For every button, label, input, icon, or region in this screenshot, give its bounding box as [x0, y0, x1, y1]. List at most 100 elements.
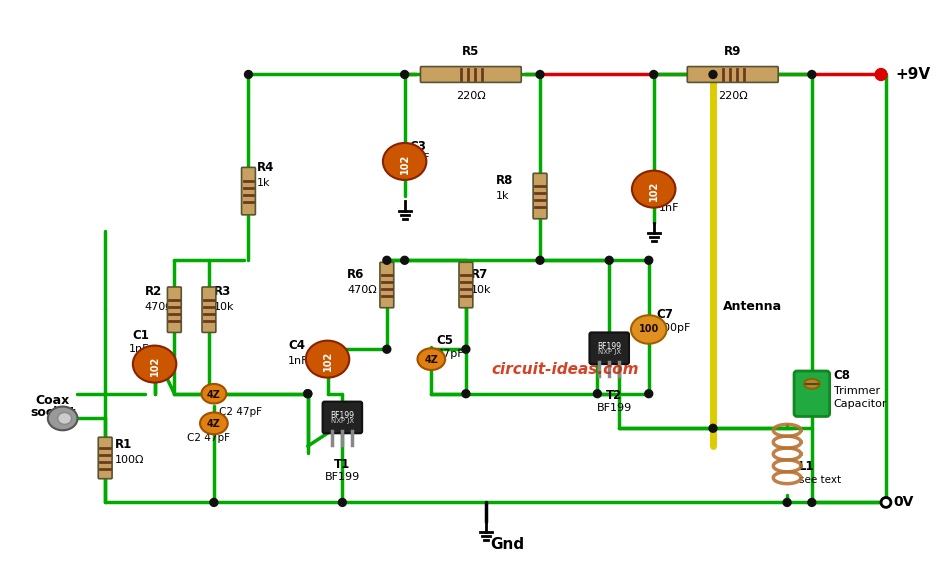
Text: R3: R3	[213, 285, 231, 298]
Circle shape	[210, 499, 217, 506]
Text: 470Ω: 470Ω	[347, 285, 376, 295]
FancyBboxPatch shape	[241, 168, 256, 215]
Text: Gnd: Gnd	[490, 537, 524, 552]
Circle shape	[338, 499, 346, 506]
Ellipse shape	[631, 170, 675, 207]
Ellipse shape	[58, 413, 71, 424]
Ellipse shape	[417, 348, 445, 370]
Text: 47pF: 47pF	[436, 349, 463, 359]
Text: BF199: BF199	[330, 411, 354, 420]
Text: BF199: BF199	[325, 472, 359, 482]
Ellipse shape	[630, 315, 665, 344]
Text: 470Ω: 470Ω	[144, 302, 174, 312]
Text: L1: L1	[798, 460, 813, 473]
Circle shape	[303, 390, 312, 398]
Text: 100Ω: 100Ω	[115, 455, 144, 465]
Text: NXP JX: NXP JX	[597, 349, 621, 355]
Text: C8: C8	[833, 369, 850, 382]
Circle shape	[383, 345, 390, 353]
Circle shape	[807, 71, 815, 79]
Text: C3: C3	[409, 140, 426, 153]
Text: Capacitor: Capacitor	[833, 398, 886, 409]
Text: C2 47pF: C2 47pF	[219, 408, 261, 417]
Text: R8: R8	[495, 174, 512, 187]
Circle shape	[782, 499, 790, 506]
Ellipse shape	[803, 379, 819, 389]
Ellipse shape	[201, 384, 227, 404]
Text: 1k: 1k	[495, 191, 508, 201]
Circle shape	[383, 256, 390, 264]
Circle shape	[244, 71, 252, 79]
Text: C4: C4	[287, 339, 305, 352]
FancyBboxPatch shape	[420, 67, 520, 83]
Text: BF199: BF199	[596, 342, 621, 351]
Text: see text: see text	[798, 475, 841, 484]
Text: Antenna: Antenna	[722, 300, 782, 313]
FancyBboxPatch shape	[459, 262, 473, 308]
Ellipse shape	[305, 341, 349, 377]
Text: BF199: BF199	[596, 402, 631, 413]
FancyBboxPatch shape	[589, 332, 628, 364]
Text: R1: R1	[115, 438, 132, 451]
Text: 4Z: 4Z	[207, 420, 221, 429]
Text: 1nF: 1nF	[287, 356, 308, 366]
Text: 10k: 10k	[471, 285, 490, 295]
Circle shape	[401, 256, 408, 264]
Circle shape	[644, 256, 652, 264]
Text: T2: T2	[606, 389, 622, 402]
Text: C7: C7	[656, 308, 673, 320]
Circle shape	[461, 390, 469, 398]
Text: 1nF: 1nF	[409, 153, 430, 164]
Circle shape	[535, 71, 544, 79]
Text: 4Z: 4Z	[424, 355, 438, 365]
Text: T1: T1	[334, 458, 350, 471]
FancyBboxPatch shape	[379, 262, 393, 308]
Text: 0V: 0V	[893, 495, 914, 510]
FancyBboxPatch shape	[687, 67, 778, 83]
Text: circuit-ideas.com: circuit-ideas.com	[490, 361, 637, 377]
Text: 100: 100	[638, 324, 658, 335]
Text: 102: 102	[648, 181, 658, 201]
Text: 100pF: 100pF	[656, 323, 690, 333]
Circle shape	[461, 345, 469, 353]
Circle shape	[709, 424, 716, 432]
Text: NXP JX: NXP JX	[330, 418, 354, 425]
Circle shape	[649, 71, 657, 79]
Text: 220Ω: 220Ω	[717, 91, 747, 101]
Circle shape	[880, 498, 890, 507]
FancyBboxPatch shape	[98, 437, 112, 479]
Circle shape	[303, 390, 312, 398]
Text: 4Z: 4Z	[207, 390, 221, 400]
Ellipse shape	[383, 143, 426, 180]
Ellipse shape	[199, 413, 227, 434]
FancyBboxPatch shape	[202, 287, 215, 332]
Circle shape	[605, 256, 612, 264]
Circle shape	[592, 390, 601, 398]
Circle shape	[535, 256, 544, 264]
Text: C5: C5	[436, 334, 453, 347]
Text: R6: R6	[347, 268, 364, 281]
Circle shape	[709, 71, 716, 79]
Text: socket: socket	[30, 406, 76, 420]
Text: 102: 102	[400, 153, 409, 173]
Text: R2: R2	[144, 285, 162, 298]
Circle shape	[644, 390, 652, 398]
Circle shape	[874, 68, 886, 80]
Text: R7: R7	[471, 268, 488, 281]
Text: 102: 102	[322, 351, 332, 371]
FancyBboxPatch shape	[322, 402, 361, 433]
Ellipse shape	[48, 406, 78, 430]
Text: +9V: +9V	[895, 67, 930, 82]
Text: C2 47pF: C2 47pF	[187, 433, 230, 443]
Text: C6: C6	[658, 187, 675, 200]
Text: R5: R5	[461, 44, 479, 58]
Text: C1: C1	[133, 329, 150, 343]
FancyBboxPatch shape	[168, 287, 181, 332]
Text: 10k: 10k	[213, 302, 234, 312]
Text: 102: 102	[150, 356, 159, 376]
Text: R4: R4	[256, 161, 273, 174]
Text: R9: R9	[724, 44, 740, 58]
Text: Coax: Coax	[36, 394, 70, 406]
Text: 1nF: 1nF	[129, 344, 150, 354]
Text: 1k: 1k	[256, 178, 270, 188]
